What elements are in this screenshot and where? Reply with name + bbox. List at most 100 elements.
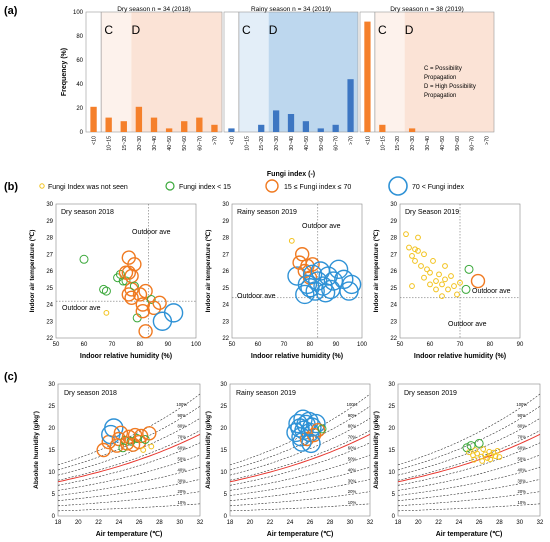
y-axis-label: Indoor air temperature (℃)	[372, 230, 380, 313]
data-point	[409, 283, 415, 289]
psychro-psychro_rainy_2019: 100% 90% 80% 70% 60% 50% 40% 30% 20% 10% 18 20 22 24 2…	[205, 382, 374, 538]
data-point	[466, 441, 476, 451]
y-tick-label: 24	[46, 303, 53, 309]
y-tick-label: 28	[46, 236, 53, 242]
note-line: D = High Possibility	[424, 84, 476, 90]
x-tick-label: 20~30	[274, 136, 280, 151]
x-tick-label: <10	[92, 136, 98, 145]
x-tick-label: 70	[281, 342, 288, 348]
panel-title: Rainy season 2019	[237, 209, 297, 216]
x-tick-label: 40~50	[304, 136, 310, 151]
x-tick-label: 15~20	[259, 136, 265, 151]
data-point	[104, 418, 124, 438]
y-tick-label: 10	[388, 470, 395, 476]
y-tick-label: 30	[222, 202, 229, 208]
outdoor-ave-label: Outdoor ave	[62, 305, 101, 312]
x-tick-label: 50	[53, 342, 60, 348]
rh-curve-label: 10%	[518, 500, 527, 505]
rh-curve-label: 40%	[348, 467, 357, 472]
bar	[332, 124, 339, 132]
y-tick-label: 22	[222, 336, 229, 342]
y-tick-label: 100	[73, 10, 84, 16]
x-tick-label: 60	[427, 342, 434, 348]
data-point	[474, 450, 481, 457]
y-tick-label: 26	[390, 269, 397, 275]
data-point	[292, 432, 312, 452]
bar	[181, 121, 188, 132]
bar	[272, 110, 280, 132]
data-point	[471, 456, 477, 463]
y-tick-label: 20	[48, 426, 55, 432]
x-tick-label: 100	[191, 342, 202, 348]
x-tick-label: 20~30	[137, 136, 143, 151]
y-axis-label: Absolute humidity (g/kg')	[205, 411, 212, 489]
data-point	[427, 281, 433, 288]
data-point	[127, 427, 143, 443]
zone-d-region	[404, 12, 494, 132]
rh-curve	[397, 393, 541, 466]
legend-text-mid: 15 ≤ Fungi index ≤ 70	[284, 184, 351, 191]
rh-curve	[229, 418, 371, 476]
x-tick-label: 60~70	[334, 136, 340, 151]
x-tick-label: 40~50	[167, 136, 173, 151]
y-tick-label: 23	[222, 319, 229, 325]
x-tick-label: 30	[347, 520, 354, 526]
data-point	[487, 456, 494, 463]
data-point	[103, 309, 110, 316]
data-point	[295, 284, 315, 305]
panel-label-b: (b)	[4, 181, 18, 193]
data-point	[323, 271, 344, 291]
x-tick-label: 20	[75, 520, 82, 526]
y-tick-label: 15	[48, 448, 55, 454]
scatter-scatter_dry_2019: 50 60 70 80 90 22 23 24 25 26 27 28 29 30 Dry Season 2…	[372, 202, 524, 360]
x-tick-label: 70	[457, 342, 464, 348]
plot-frame	[229, 383, 371, 517]
y-tick-label: 27	[222, 252, 229, 258]
data-point	[124, 290, 139, 305]
data-point	[146, 300, 162, 316]
x-tick-label: 18	[227, 520, 234, 526]
data-point	[297, 274, 318, 295]
y-tick-label: 27	[390, 252, 397, 258]
histogram-hist_dry_2018: C D Dry season n = 34 (2018) <10 10~15 15~20 2…	[61, 6, 223, 151]
note-line: Propagation	[424, 75, 456, 81]
outdoor-ave-label: Outdoor ave	[302, 223, 341, 230]
zone-d-label: D	[269, 23, 278, 37]
data-point	[131, 434, 147, 450]
data-point	[418, 263, 424, 269]
rh-curve-label: 50%	[518, 456, 527, 461]
rh-curve	[397, 442, 541, 486]
rh-curve	[57, 479, 201, 501]
data-point	[101, 286, 111, 296]
rh-curve-label: 50%	[348, 456, 357, 461]
data-point	[140, 447, 147, 453]
data-point	[430, 258, 436, 264]
data-point	[299, 431, 315, 447]
data-point	[415, 234, 421, 241]
x-axis-label: Indoor relative humidity (%)	[80, 353, 172, 360]
threshold-curve	[397, 433, 541, 483]
data-point	[442, 263, 448, 269]
rh-curve	[229, 491, 371, 507]
y-tick-label: 5	[392, 492, 396, 498]
plot-frame	[397, 383, 541, 517]
x-tick-label: 50	[397, 342, 404, 348]
data-point	[466, 449, 472, 456]
x-tick-label: 32	[537, 520, 544, 526]
y-tick-label: 29	[46, 219, 53, 225]
bar	[408, 128, 416, 132]
panel-title: Dry season 2019	[404, 390, 457, 397]
bar	[120, 121, 127, 132]
psychrometric-row: 100% 90% 80% 70% 60% 50% 40% 30% 20% 10% 18 20 22 24 2…	[33, 382, 544, 538]
bar	[302, 121, 310, 132]
rh-curve-label: 20%	[178, 489, 187, 494]
scatter-scatter_rainy_2019: 50 60 70 80 90 100 22 23 24 25 26 27 28 29 30 Rainy sea…	[204, 202, 368, 360]
data-point	[341, 274, 362, 295]
bar	[317, 128, 324, 132]
rh-curve-label: 70%	[178, 435, 187, 440]
rh-curve-label: 80%	[348, 424, 357, 429]
x-tick-label: 10~15	[380, 136, 386, 151]
rh-curve-label: 50%	[178, 456, 187, 461]
y-tick-label: 24	[390, 303, 397, 309]
